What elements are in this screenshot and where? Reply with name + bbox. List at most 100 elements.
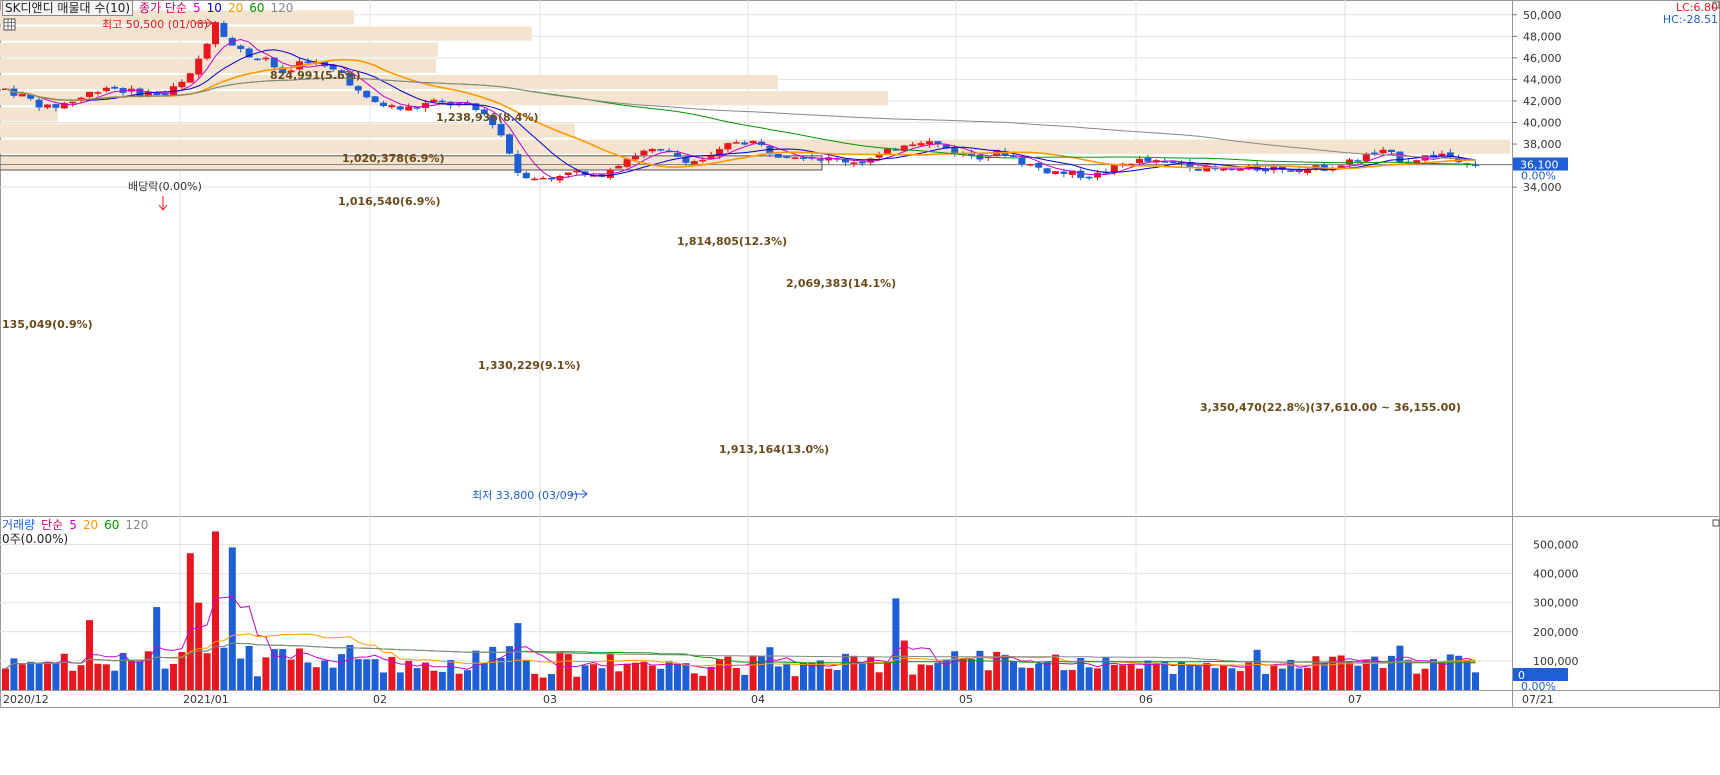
price-ma5-line [5, 38, 1476, 179]
candle-body [707, 155, 715, 159]
volume-bar [1127, 664, 1135, 690]
volume-bar [1371, 656, 1379, 690]
volume-bar [615, 671, 623, 690]
candle-body [1472, 164, 1479, 166]
volume-bar [1178, 661, 1185, 690]
candle-body [354, 86, 362, 91]
volume-bar [976, 650, 984, 690]
volume-bar [203, 653, 211, 690]
candle-body [346, 73, 354, 86]
candle-body [237, 45, 245, 49]
candle-body [203, 43, 211, 59]
volume-bar [35, 663, 43, 690]
candle-body [1388, 149, 1395, 153]
volume-profile-bar [0, 58, 436, 74]
volume-bar [556, 651, 564, 690]
volume-bar [102, 664, 110, 690]
volume-bar [1320, 663, 1328, 690]
candle-body [934, 141, 942, 145]
volume-bar [531, 673, 539, 690]
volume-bar [1304, 667, 1311, 690]
candle-body [800, 157, 807, 159]
candle-body [623, 159, 631, 167]
chart-title: SK디앤디 매물대 수(10) [2, 0, 134, 16]
volume-bar [808, 662, 816, 690]
x-tick-label: 07/21 [1522, 693, 1554, 706]
candle-body [371, 96, 379, 103]
price-legend: SK디앤디 매물대 수(10) 종가 단순 5 10 20 60 120 [2, 0, 299, 16]
volume-bar [1362, 660, 1370, 690]
current-volume-box [1513, 668, 1568, 681]
volume-bar [497, 657, 505, 690]
volume-bar [52, 663, 60, 690]
candle-body [1446, 152, 1454, 157]
volume-bar [1211, 668, 1219, 690]
candle-body [716, 149, 723, 156]
volume-bar [934, 662, 942, 690]
candle-body [1077, 170, 1085, 178]
volume-bar [94, 663, 102, 690]
volume-bar [942, 659, 950, 690]
candle-body [1085, 176, 1093, 179]
volume-bar [1144, 660, 1152, 690]
volume-bar [1018, 667, 1026, 690]
candle-body [506, 134, 513, 154]
candle-body [951, 148, 959, 154]
ma120-label: 120 [270, 1, 294, 15]
candle-body [1018, 157, 1026, 165]
candle-body [1262, 169, 1269, 172]
volume-bar [1077, 658, 1085, 690]
x-tick-label: 05 [959, 693, 973, 706]
volume-profile-label: 1,814,805(12.3%) [677, 235, 787, 248]
candle-body [1337, 165, 1345, 168]
price-ma120-line [5, 77, 1476, 161]
candle-body [1068, 170, 1076, 175]
volume-bar [464, 670, 471, 690]
volume-bar [279, 649, 287, 690]
volume-bar [1455, 655, 1463, 690]
candle-body [774, 153, 782, 158]
candle-body [732, 142, 740, 144]
volume-bar [732, 667, 740, 690]
volume-bar [380, 672, 387, 690]
candle-body [514, 154, 522, 173]
candle-body [875, 154, 883, 158]
candle-body [102, 87, 110, 91]
volume-bar [816, 660, 824, 690]
volume-bar [707, 666, 715, 690]
volume-bar [741, 674, 749, 690]
volume-bar [422, 662, 429, 690]
candle-body [153, 93, 161, 96]
volume-tick-label: 100,000 [1533, 655, 1579, 668]
volume-bar [262, 657, 270, 690]
ma60-label: 60 [249, 1, 265, 15]
candle-body [539, 177, 547, 180]
current-volume-pct: 0.00% [1521, 680, 1556, 693]
volume-bar [1278, 668, 1286, 690]
volume-bar [850, 655, 858, 690]
candle-body [1010, 155, 1017, 157]
candle-body [1438, 153, 1446, 157]
volume-bar [1337, 655, 1345, 690]
volume-legend: 거래량 단순 5 20 60 120 [2, 518, 154, 532]
volume-bar [111, 670, 119, 690]
volume-profile-bar [0, 107, 58, 122]
candle-body [783, 156, 791, 158]
candle-body [304, 61, 312, 64]
low-annotation: 최저 33,800 (03/09) [472, 489, 578, 502]
current-price-pct: 0.00% [1521, 170, 1556, 183]
candle-body [976, 154, 984, 160]
volume-bar [1329, 656, 1337, 690]
x-tick-label: 06 [1139, 693, 1153, 706]
lc-label: LC:6.80 [1675, 1, 1718, 14]
volume-bar [1094, 668, 1101, 690]
current-price-box [1513, 157, 1568, 171]
candle-body [270, 57, 278, 68]
volume-bar [1388, 655, 1395, 690]
volume-bar [1035, 663, 1043, 690]
candle-body [522, 172, 530, 179]
volume-bar [119, 652, 127, 690]
volume-bar [220, 647, 228, 690]
candle-body [464, 102, 471, 105]
